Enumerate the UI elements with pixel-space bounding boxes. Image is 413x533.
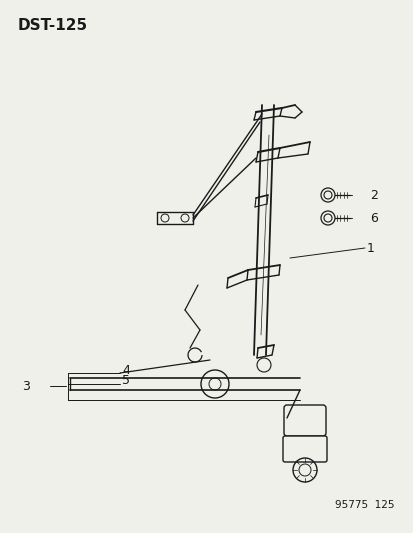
Text: 3: 3 (22, 379, 30, 392)
Text: 2: 2 (369, 189, 377, 201)
Text: 1: 1 (366, 241, 374, 254)
Text: DST-125: DST-125 (18, 18, 88, 33)
Text: 5: 5 (122, 375, 130, 387)
FancyBboxPatch shape (283, 405, 325, 436)
Text: 95775  125: 95775 125 (335, 500, 394, 510)
Text: 6: 6 (369, 212, 377, 224)
FancyBboxPatch shape (282, 436, 326, 462)
Text: 4: 4 (122, 364, 130, 376)
